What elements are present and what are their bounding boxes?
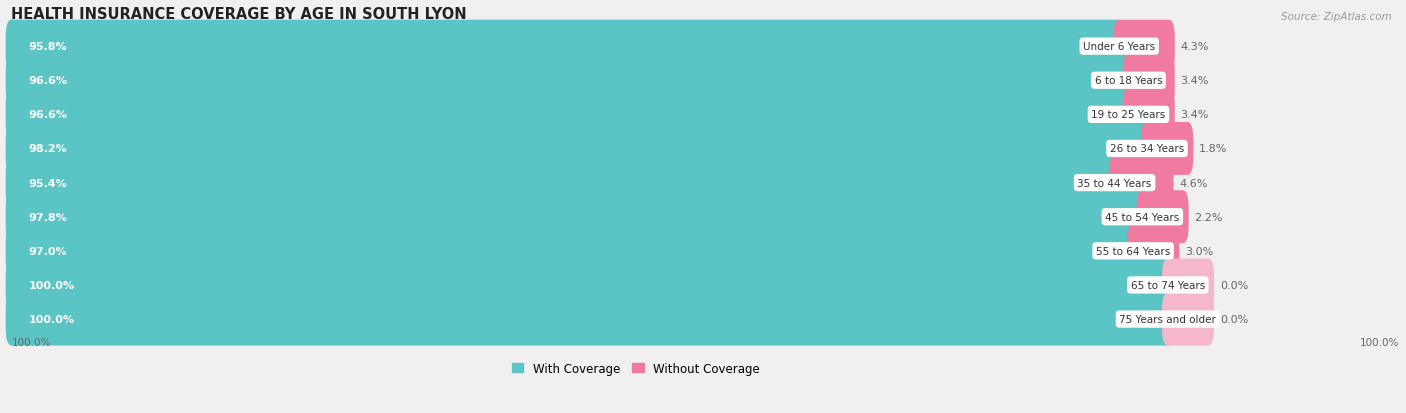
FancyBboxPatch shape	[11, 98, 1168, 132]
Text: 100.0%: 100.0%	[11, 337, 51, 347]
Text: 2.2%: 2.2%	[1194, 212, 1223, 222]
Text: 95.8%: 95.8%	[30, 42, 67, 52]
FancyBboxPatch shape	[6, 123, 1153, 176]
Text: HEALTH INSURANCE COVERAGE BY AGE IN SOUTH LYON: HEALTH INSURANCE COVERAGE BY AGE IN SOUT…	[11, 7, 467, 22]
Text: 26 to 34 Years: 26 to 34 Years	[1109, 144, 1184, 154]
Text: 0.0%: 0.0%	[1220, 280, 1249, 290]
FancyBboxPatch shape	[6, 225, 1139, 278]
FancyBboxPatch shape	[1123, 89, 1175, 141]
FancyBboxPatch shape	[11, 234, 1168, 268]
Text: 1.8%: 1.8%	[1199, 144, 1227, 154]
Text: 75 Years and older: 75 Years and older	[1119, 314, 1216, 324]
Text: 96.6%: 96.6%	[30, 110, 67, 120]
Text: 4.6%: 4.6%	[1180, 178, 1208, 188]
Text: 4.3%: 4.3%	[1181, 42, 1209, 52]
Text: 95.4%: 95.4%	[30, 178, 67, 188]
FancyBboxPatch shape	[1136, 191, 1188, 244]
FancyBboxPatch shape	[11, 132, 1168, 166]
Text: 100.0%: 100.0%	[30, 314, 75, 324]
FancyBboxPatch shape	[1109, 157, 1174, 209]
FancyBboxPatch shape	[6, 157, 1121, 209]
Text: 55 to 64 Years: 55 to 64 Years	[1097, 246, 1170, 256]
Text: 19 to 25 Years: 19 to 25 Years	[1091, 110, 1166, 120]
Text: 3.0%: 3.0%	[1185, 246, 1213, 256]
FancyBboxPatch shape	[11, 166, 1168, 200]
FancyBboxPatch shape	[1114, 21, 1175, 74]
FancyBboxPatch shape	[1142, 123, 1194, 176]
FancyBboxPatch shape	[1123, 55, 1175, 107]
FancyBboxPatch shape	[1161, 259, 1213, 312]
Text: Under 6 Years: Under 6 Years	[1083, 42, 1156, 52]
Legend: With Coverage, Without Coverage: With Coverage, Without Coverage	[508, 357, 765, 380]
FancyBboxPatch shape	[6, 21, 1125, 74]
Text: 98.2%: 98.2%	[30, 144, 67, 154]
Text: 6 to 18 Years: 6 to 18 Years	[1095, 76, 1163, 86]
Text: Source: ZipAtlas.com: Source: ZipAtlas.com	[1281, 12, 1392, 22]
FancyBboxPatch shape	[11, 268, 1168, 302]
FancyBboxPatch shape	[1128, 225, 1180, 278]
FancyBboxPatch shape	[6, 89, 1135, 141]
Text: 0.0%: 0.0%	[1220, 314, 1249, 324]
FancyBboxPatch shape	[6, 191, 1149, 244]
Text: 100.0%: 100.0%	[30, 280, 75, 290]
Text: 97.8%: 97.8%	[30, 212, 67, 222]
FancyBboxPatch shape	[11, 302, 1168, 336]
FancyBboxPatch shape	[11, 200, 1168, 234]
Text: 100.0%: 100.0%	[1360, 337, 1399, 347]
FancyBboxPatch shape	[11, 64, 1168, 98]
FancyBboxPatch shape	[11, 30, 1168, 64]
FancyBboxPatch shape	[6, 259, 1174, 312]
FancyBboxPatch shape	[1161, 293, 1213, 346]
Text: 96.6%: 96.6%	[30, 76, 67, 86]
FancyBboxPatch shape	[6, 293, 1174, 346]
Text: 3.4%: 3.4%	[1181, 110, 1209, 120]
FancyBboxPatch shape	[6, 55, 1135, 107]
Text: 3.4%: 3.4%	[1181, 76, 1209, 86]
Text: 45 to 54 Years: 45 to 54 Years	[1105, 212, 1180, 222]
Text: 65 to 74 Years: 65 to 74 Years	[1130, 280, 1205, 290]
Text: 35 to 44 Years: 35 to 44 Years	[1077, 178, 1152, 188]
Text: 97.0%: 97.0%	[30, 246, 67, 256]
